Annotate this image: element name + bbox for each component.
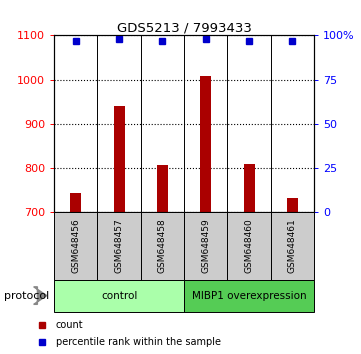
Bar <box>227 212 271 280</box>
Bar <box>184 280 314 312</box>
Bar <box>141 212 184 280</box>
Text: percentile rank within the sample: percentile rank within the sample <box>56 337 221 347</box>
Bar <box>97 212 141 280</box>
Bar <box>244 164 255 212</box>
Bar <box>54 280 184 312</box>
Title: GDS5213 / 7993433: GDS5213 / 7993433 <box>117 21 252 34</box>
Text: GSM648461: GSM648461 <box>288 219 297 273</box>
Text: GSM648460: GSM648460 <box>245 219 253 273</box>
Text: GSM648457: GSM648457 <box>115 219 123 273</box>
Text: MIBP1 overexpression: MIBP1 overexpression <box>192 291 306 301</box>
Bar <box>54 212 97 280</box>
Bar <box>271 212 314 280</box>
Bar <box>70 193 81 212</box>
Bar <box>184 212 227 280</box>
Text: control: control <box>101 291 137 301</box>
Text: GSM648459: GSM648459 <box>201 219 210 273</box>
Text: GSM648456: GSM648456 <box>71 219 80 273</box>
Text: GSM648458: GSM648458 <box>158 219 167 273</box>
Bar <box>157 165 168 212</box>
Bar <box>114 106 125 212</box>
Text: protocol: protocol <box>4 291 49 301</box>
Bar <box>287 198 298 212</box>
Bar <box>200 76 211 212</box>
Text: count: count <box>56 320 83 330</box>
FancyArrow shape <box>34 287 47 304</box>
